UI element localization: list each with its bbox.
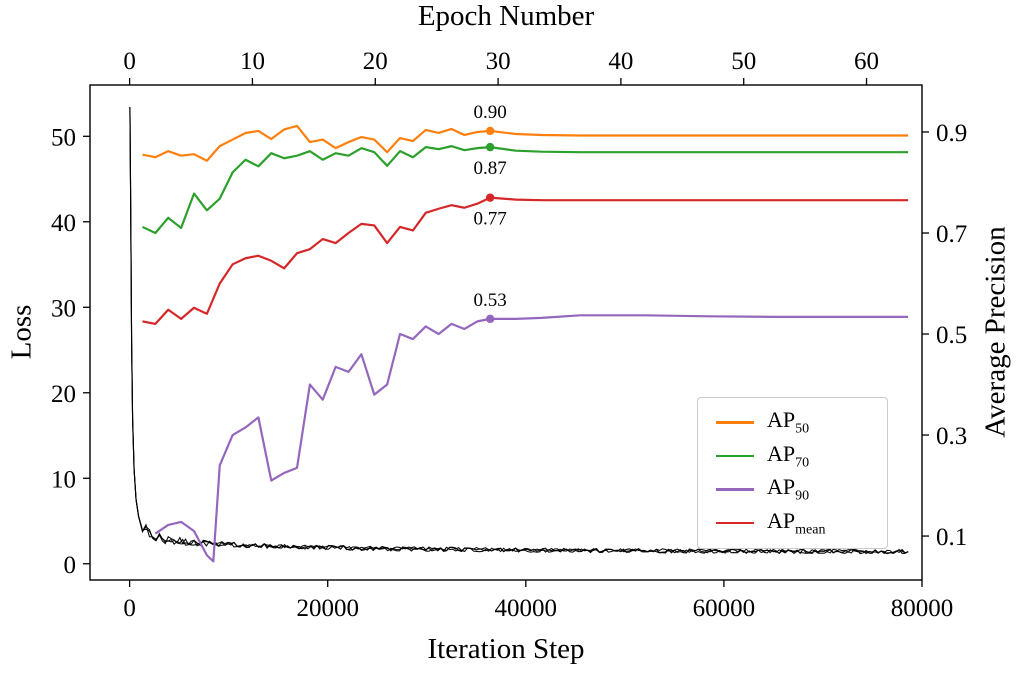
right-tick-label: 0.3 <box>936 423 967 450</box>
legend-item-ap50: AP50 <box>716 407 887 437</box>
legend-item-ap70: AP70 <box>716 440 887 470</box>
ap50-line <box>142 124 909 162</box>
annotation-dot-ap90 <box>485 314 495 324</box>
legend-item-apmean: APmean <box>716 507 887 537</box>
annotation-label-ap70: 0.87 <box>474 158 507 179</box>
legend-label: AP90 <box>767 474 810 504</box>
legend-label: APmean <box>767 507 826 537</box>
right-tick-label: 0.9 <box>936 120 967 147</box>
apmean-line <box>142 196 909 326</box>
legend-label: AP70 <box>767 440 810 470</box>
right-tick-label: 0.1 <box>936 524 967 551</box>
legend-line-sample <box>716 488 754 491</box>
ap90-line <box>154 314 909 563</box>
annotation-label-ap50: 0.90 <box>474 102 507 123</box>
top-axis-label: Epoch Number <box>417 0 595 32</box>
annotation-label-apmean: 0.77 <box>474 209 507 230</box>
ap70-line <box>142 145 909 235</box>
top-tick-label: 10 <box>240 48 265 75</box>
left-tick-label: 20 <box>51 381 76 408</box>
left-tick-label: 30 <box>51 295 76 322</box>
top-tick-label: 50 <box>731 48 756 75</box>
bottom-axis-label: Iteration Step <box>427 633 585 665</box>
legend-line-sample <box>716 521 754 525</box>
left-tick-label: 40 <box>51 210 76 237</box>
left-tick-label: 0 <box>64 552 77 579</box>
legend-label: AP50 <box>767 407 810 437</box>
right-tick-label: 0.5 <box>936 322 967 349</box>
legend-line-sample <box>716 454 754 458</box>
x-tick-label: 20000 <box>296 595 359 622</box>
left-tick-label: 10 <box>51 466 76 493</box>
left-tick-label: 50 <box>51 124 76 151</box>
legend-item-ap90: AP90 <box>716 474 887 504</box>
x-tick-label: 0 <box>123 595 136 622</box>
loss-line <box>129 106 909 555</box>
plot-frame <box>89 84 923 581</box>
annotation-dot-ap70 <box>485 142 495 152</box>
top-tick-label: 0 <box>123 48 136 75</box>
top-tick-label: 60 <box>854 48 879 75</box>
legend-line-sample <box>716 421 754 424</box>
top-tick-label: 40 <box>608 48 633 75</box>
legend: AP50 AP70 AP90 APmean <box>697 397 888 549</box>
right-tick-label: 0.7 <box>936 221 967 248</box>
annotation-dot-ap50 <box>485 126 495 136</box>
top-tick-label: 20 <box>363 48 388 75</box>
annotation-label-ap90: 0.53 <box>474 290 507 311</box>
x-tick-label: 40000 <box>495 595 558 622</box>
top-tick-label: 30 <box>486 48 511 75</box>
x-tick-label: 80000 <box>891 595 954 622</box>
annotation-dot-apmean <box>485 193 495 202</box>
x-tick-label: 60000 <box>693 595 756 622</box>
